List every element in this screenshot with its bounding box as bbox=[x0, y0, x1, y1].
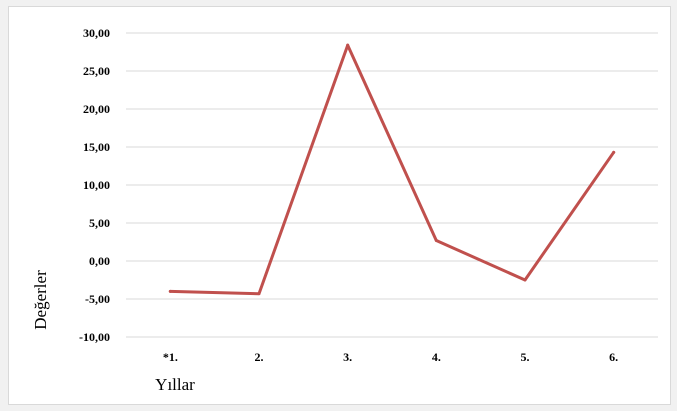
y-axis-tick-labels: -10,00 -5,00 0,00 5,00 10,00 15,00 20,00 25,00 3… bbox=[79, 26, 110, 344]
series-line bbox=[168, 43, 616, 296]
y-axis-title: Değerler bbox=[31, 270, 50, 330]
y-tick-label: 5,00 bbox=[89, 216, 110, 230]
data-point bbox=[168, 289, 172, 293]
data-point bbox=[346, 43, 350, 47]
y-tick-label: 10,00 bbox=[83, 178, 110, 192]
x-tick-label: *1. bbox=[163, 350, 178, 364]
y-tick-label: 25,00 bbox=[83, 64, 110, 78]
y-tick-label: 20,00 bbox=[83, 102, 110, 116]
x-axis-title: Yıllar bbox=[155, 375, 195, 394]
x-tick-label: 4. bbox=[432, 350, 441, 364]
x-tick-label: 5. bbox=[521, 350, 530, 364]
x-tick-label: 6. bbox=[609, 350, 618, 364]
x-tick-label: 3. bbox=[343, 350, 352, 364]
data-point bbox=[257, 292, 261, 296]
x-tick-label: 2. bbox=[255, 350, 264, 364]
data-point bbox=[612, 150, 616, 154]
y-tick-label: 30,00 bbox=[83, 26, 110, 40]
x-axis-tick-labels: *1. 2. 3. 4. 5. 6. bbox=[163, 350, 618, 364]
y-tick-label: -10,00 bbox=[79, 330, 110, 344]
y-tick-label: 15,00 bbox=[83, 140, 110, 154]
y-tick-label: 0,00 bbox=[89, 254, 110, 268]
y-tick-label: -5,00 bbox=[85, 292, 110, 306]
data-point bbox=[434, 238, 438, 242]
series bbox=[168, 43, 616, 296]
gridlines bbox=[126, 32, 658, 338]
data-point bbox=[523, 278, 527, 282]
